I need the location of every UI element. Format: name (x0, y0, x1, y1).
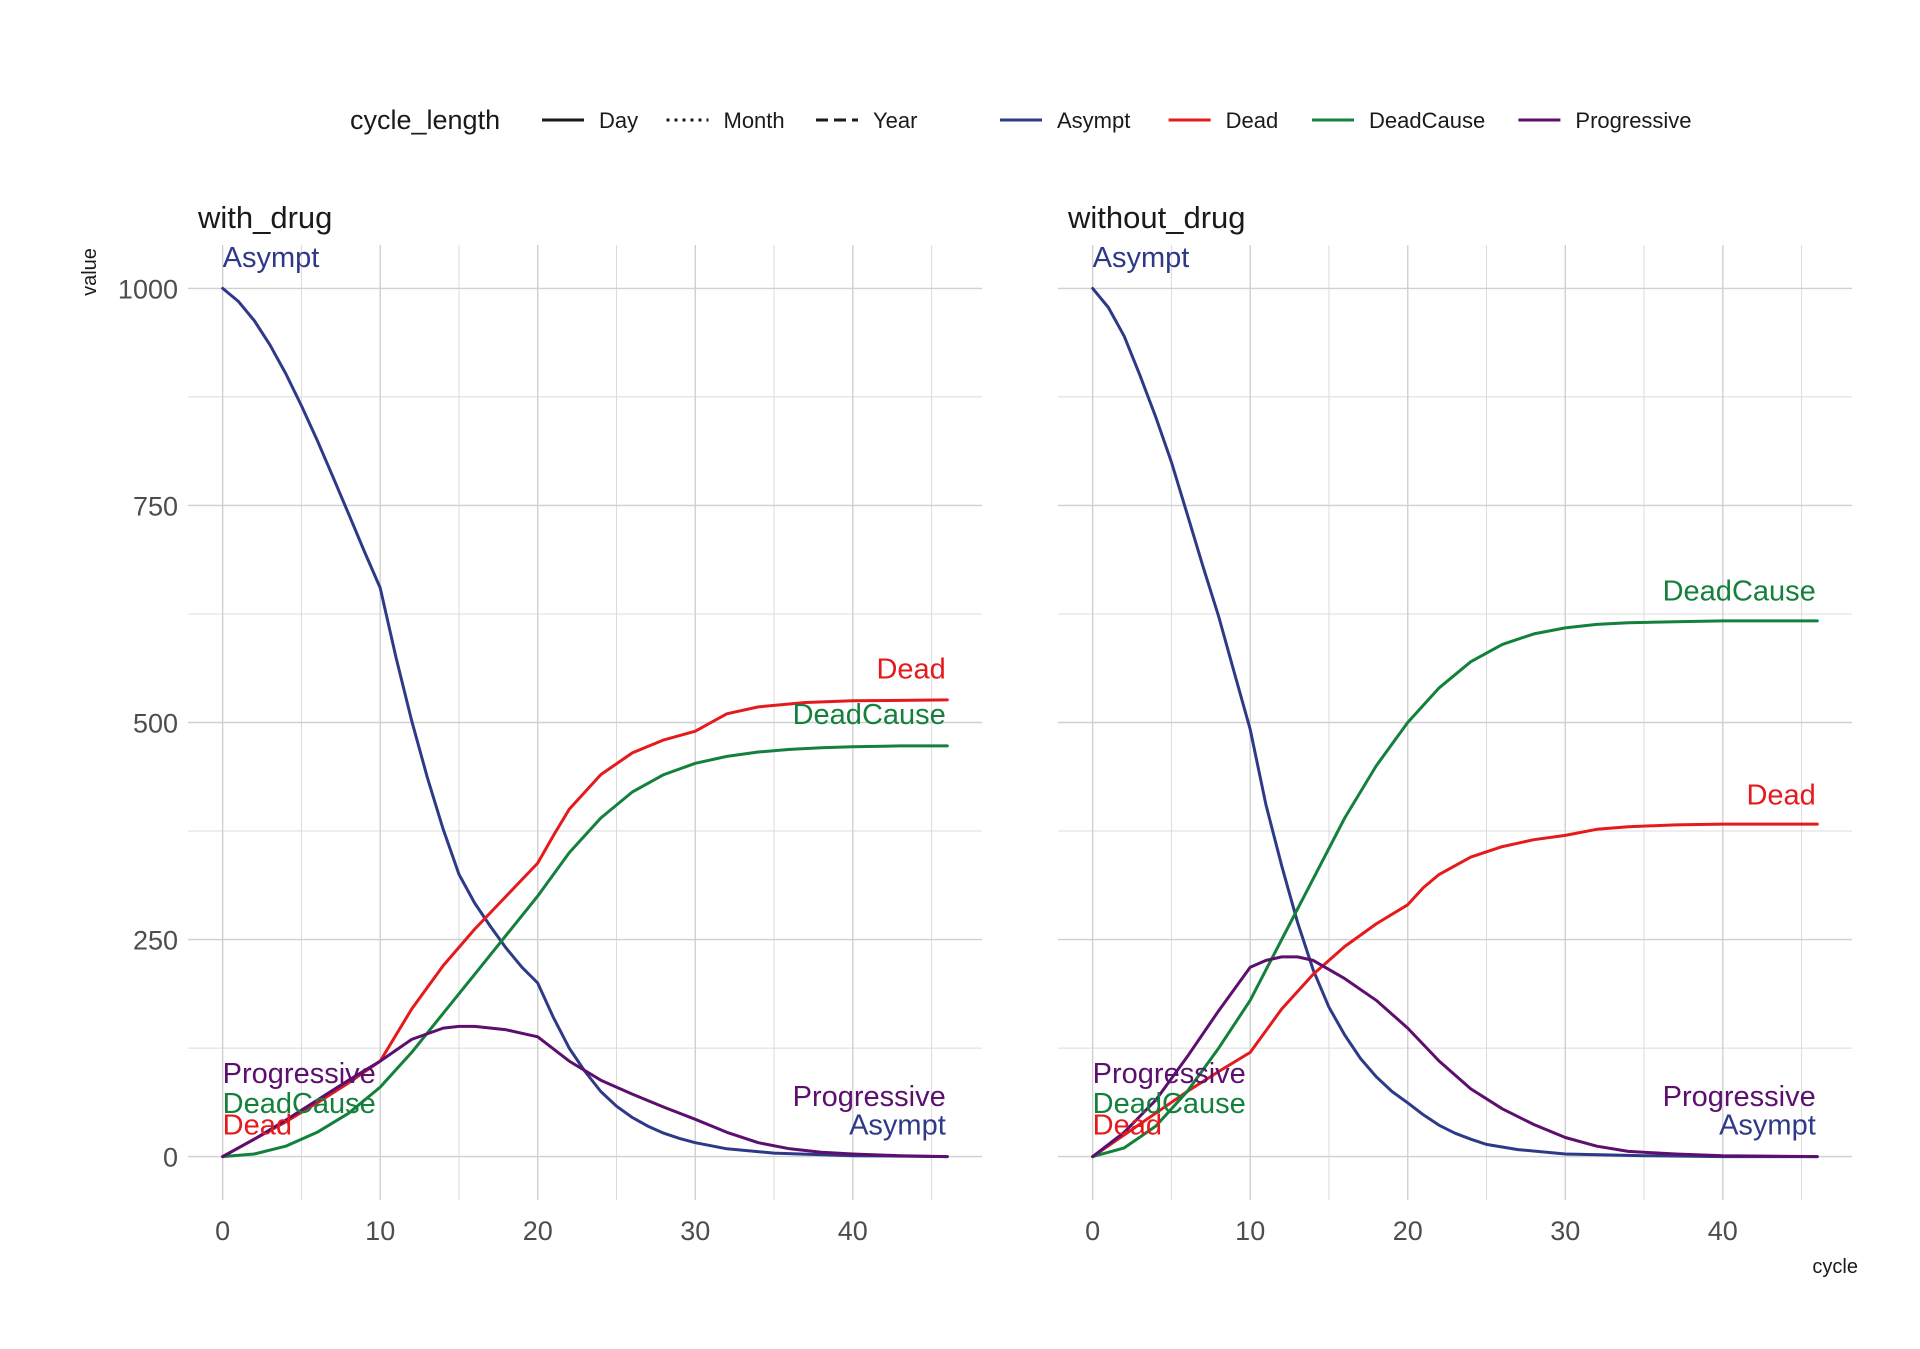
series-label-dead: Dead (223, 1109, 292, 1141)
y-tick-label: 1000 (118, 274, 178, 304)
series-line-progressive (1091, 955, 1819, 1159)
x-tick-label: 30 (1550, 1216, 1580, 1246)
panel-title-without-drug: without_drug (1067, 200, 1246, 235)
x-tick-label: 30 (680, 1216, 710, 1246)
panel-title-with-drug: with_drug (197, 200, 332, 235)
series-label-deadcause: DeadCause (223, 1088, 376, 1120)
y-tick-label: 250 (133, 926, 178, 956)
x-axis-label: cycle (1812, 1256, 1858, 1278)
x-tick-label: 0 (1085, 1216, 1100, 1246)
series-line-progressive (221, 1024, 949, 1159)
series-label-progressive: Progressive (223, 1058, 376, 1090)
series-line-deadcause (1091, 619, 1819, 1159)
series-line-asympt (1091, 286, 1819, 1159)
legend-label-month: Month (724, 108, 785, 133)
series-label-progressive: Progressive (1093, 1058, 1246, 1090)
x-tick-label: 0 (215, 1216, 230, 1246)
x-tick-label: 40 (1708, 1216, 1738, 1246)
series-label-asympt: Asympt (1719, 1109, 1816, 1141)
series-label-dead: Dead (876, 654, 945, 686)
x-tick-label: 10 (1235, 1216, 1265, 1246)
series-label-asympt: Asympt (223, 242, 320, 274)
y-axis-label: value (79, 248, 101, 296)
legend-title: cycle_length (350, 105, 500, 135)
series-line-dead (221, 698, 949, 1159)
series-label-progressive: Progressive (793, 1081, 946, 1113)
x-tick-label: 20 (1393, 1216, 1423, 1246)
series-label-asympt: Asympt (849, 1109, 946, 1141)
series-label-dead: Dead (1093, 1109, 1162, 1141)
legend-label-day: Day (599, 108, 638, 133)
series-label-asympt: Asympt (1093, 242, 1190, 274)
series-label-deadcause: DeadCause (1663, 576, 1816, 608)
legend-label-year: Year (873, 108, 917, 133)
series-label-dead: Dead (1746, 780, 1815, 812)
y-tick-label: 750 (133, 491, 178, 521)
series-label-deadcause: DeadCause (1093, 1088, 1246, 1120)
x-tick-label: 20 (523, 1216, 553, 1246)
series-label-progressive: Progressive (1663, 1081, 1816, 1113)
series-line-asympt (221, 286, 949, 1159)
legend-label-deadcause: DeadCause (1369, 108, 1485, 133)
y-tick-label: 500 (133, 709, 178, 739)
series-line-deadcause (221, 744, 949, 1159)
series-line-dead (1091, 822, 1819, 1159)
series-label-deadcause: DeadCause (793, 699, 946, 731)
legend: cycle_length Day Month Year Asympt Dead DeadCa… (350, 105, 1692, 135)
y-tick-label: 0 (163, 1143, 178, 1173)
legend-label-dead: Dead (1226, 108, 1279, 133)
legend-label-asympt: Asympt (1057, 108, 1130, 133)
legend-label-progressive: Progressive (1575, 108, 1691, 133)
x-tick-label: 10 (365, 1216, 395, 1246)
x-tick-label: 40 (838, 1216, 868, 1246)
